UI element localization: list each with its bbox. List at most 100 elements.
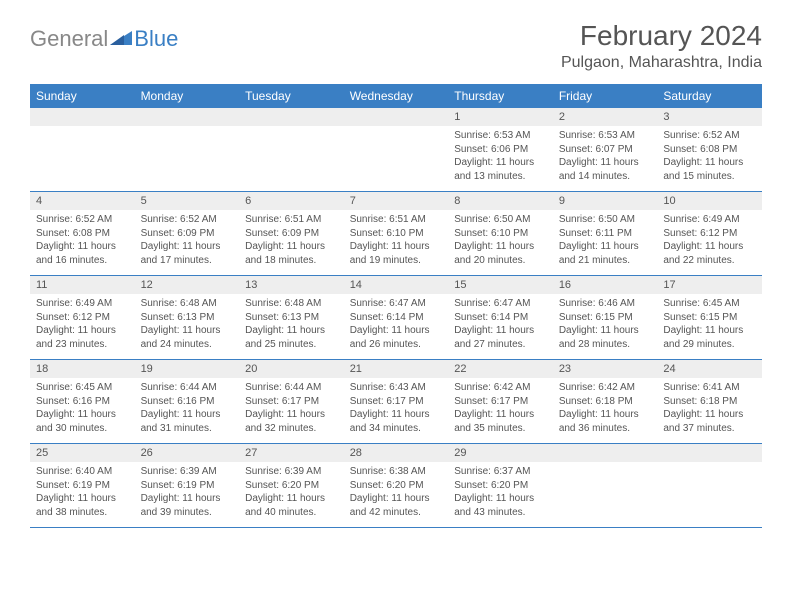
week-row: 4Sunrise: 6:52 AMSunset: 6:08 PMDaylight… — [30, 192, 762, 276]
day-content: Sunrise: 6:47 AMSunset: 6:14 PMDaylight:… — [448, 294, 553, 359]
daylight-text: Daylight: 11 hours and 17 minutes. — [141, 240, 234, 267]
sunrise-text: Sunrise: 6:53 AM — [454, 129, 547, 143]
sunrise-text: Sunrise: 6:49 AM — [663, 213, 756, 227]
day-number: 16 — [553, 276, 658, 294]
day-number: 18 — [30, 360, 135, 378]
day-content — [239, 126, 344, 186]
sunrise-text: Sunrise: 6:37 AM — [454, 465, 547, 479]
sunset-text: Sunset: 6:17 PM — [350, 395, 443, 409]
sunset-text: Sunset: 6:13 PM — [141, 311, 234, 325]
day-number: 24 — [657, 360, 762, 378]
title-block: February 2024 Pulgaon, Maharashtra, Indi… — [561, 20, 762, 72]
daylight-text: Daylight: 11 hours and 16 minutes. — [36, 240, 129, 267]
day-number: 20 — [239, 360, 344, 378]
day-content — [344, 126, 449, 186]
day-header-saturday: Saturday — [657, 84, 762, 108]
sunrise-text: Sunrise: 6:42 AM — [454, 381, 547, 395]
day-number: 23 — [553, 360, 658, 378]
daylight-text: Daylight: 11 hours and 25 minutes. — [245, 324, 338, 351]
week-row: 25Sunrise: 6:40 AMSunset: 6:19 PMDayligh… — [30, 444, 762, 528]
day-number: 21 — [344, 360, 449, 378]
day-cell — [239, 108, 344, 192]
sunrise-text: Sunrise: 6:44 AM — [141, 381, 234, 395]
day-number — [553, 444, 658, 462]
day-cell: 26Sunrise: 6:39 AMSunset: 6:19 PMDayligh… — [135, 444, 240, 528]
day-content: Sunrise: 6:43 AMSunset: 6:17 PMDaylight:… — [344, 378, 449, 443]
sunrise-text: Sunrise: 6:52 AM — [663, 129, 756, 143]
sunset-text: Sunset: 6:06 PM — [454, 143, 547, 157]
day-number: 7 — [344, 192, 449, 210]
day-cell: 7Sunrise: 6:51 AMSunset: 6:10 PMDaylight… — [344, 192, 449, 276]
sunset-text: Sunset: 6:20 PM — [454, 479, 547, 493]
day-content: Sunrise: 6:45 AMSunset: 6:15 PMDaylight:… — [657, 294, 762, 359]
sunset-text: Sunset: 6:12 PM — [36, 311, 129, 325]
sunset-text: Sunset: 6:13 PM — [245, 311, 338, 325]
sunset-text: Sunset: 6:09 PM — [141, 227, 234, 241]
sunset-text: Sunset: 6:17 PM — [245, 395, 338, 409]
day-cell: 16Sunrise: 6:46 AMSunset: 6:15 PMDayligh… — [553, 276, 658, 360]
sunrise-text: Sunrise: 6:47 AM — [350, 297, 443, 311]
day-number: 14 — [344, 276, 449, 294]
day-content — [30, 126, 135, 186]
logo-text-blue: Blue — [134, 26, 178, 52]
day-number: 1 — [448, 108, 553, 126]
day-content: Sunrise: 6:53 AMSunset: 6:06 PMDaylight:… — [448, 126, 553, 191]
daylight-text: Daylight: 11 hours and 32 minutes. — [245, 408, 338, 435]
day-content: Sunrise: 6:44 AMSunset: 6:16 PMDaylight:… — [135, 378, 240, 443]
day-number: 11 — [30, 276, 135, 294]
day-header-tuesday: Tuesday — [239, 84, 344, 108]
day-cell: 15Sunrise: 6:47 AMSunset: 6:14 PMDayligh… — [448, 276, 553, 360]
daylight-text: Daylight: 11 hours and 42 minutes. — [350, 492, 443, 519]
day-cell: 20 Sunrise: 6:44 AMSunset: 6:17 PMDayligh… — [239, 360, 344, 444]
week-row: 11Sunrise: 6:49 AMSunset: 6:12 PMDayligh… — [30, 276, 762, 360]
day-number: 17 — [657, 276, 762, 294]
day-cell — [344, 108, 449, 192]
week-row: 1Sunrise: 6:53 AMSunset: 6:06 PMDaylight… — [30, 108, 762, 192]
day-cell: 4Sunrise: 6:52 AMSunset: 6:08 PMDaylight… — [30, 192, 135, 276]
sunrise-text: Sunrise: 6:47 AM — [454, 297, 547, 311]
day-content: Sunrise: 6:46 AMSunset: 6:15 PMDaylight:… — [553, 294, 658, 359]
daylight-text: Daylight: 11 hours and 21 minutes. — [559, 240, 652, 267]
daylight-text: Daylight: 11 hours and 31 minutes. — [141, 408, 234, 435]
logo-text-general: General — [30, 26, 108, 52]
sunset-text: Sunset: 6:10 PM — [350, 227, 443, 241]
sunrise-text: Sunrise: 6:52 AM — [36, 213, 129, 227]
daylight-text: Daylight: 11 hours and 36 minutes. — [559, 408, 652, 435]
day-number: 10 — [657, 192, 762, 210]
sunrise-text: Sunrise: 6:42 AM — [559, 381, 652, 395]
day-cell: 23Sunrise: 6:42 AMSunset: 6:18 PMDayligh… — [553, 360, 658, 444]
daylight-text: Daylight: 11 hours and 13 minutes. — [454, 156, 547, 183]
day-content: Sunrise: 6:39 AMSunset: 6:20 PMDaylight:… — [239, 462, 344, 527]
daylight-text: Daylight: 11 hours and 22 minutes. — [663, 240, 756, 267]
sunset-text: Sunset: 6:15 PM — [663, 311, 756, 325]
day-cell: 21Sunrise: 6:43 AMSunset: 6:17 PMDayligh… — [344, 360, 449, 444]
day-number: 8 — [448, 192, 553, 210]
sunset-text: Sunset: 6:11 PM — [559, 227, 652, 241]
day-header-sunday: Sunday — [30, 84, 135, 108]
day-number: 13 — [239, 276, 344, 294]
sunrise-text: Sunrise: 6:52 AM — [141, 213, 234, 227]
day-content: Sunrise: 6:42 AMSunset: 6:18 PMDaylight:… — [553, 378, 658, 443]
daylight-text: Daylight: 11 hours and 27 minutes. — [454, 324, 547, 351]
logo: General Blue — [30, 26, 178, 52]
day-header-monday: Monday — [135, 84, 240, 108]
sunrise-text: Sunrise: 6:44 AM — [245, 381, 338, 395]
sunrise-text: Sunrise: 6:41 AM — [663, 381, 756, 395]
daylight-text: Daylight: 11 hours and 23 minutes. — [36, 324, 129, 351]
day-number: 4 — [30, 192, 135, 210]
sunset-text: Sunset: 6:20 PM — [350, 479, 443, 493]
day-content: Sunrise: 6:52 AMSunset: 6:09 PMDaylight:… — [135, 210, 240, 275]
sunset-text: Sunset: 6:14 PM — [350, 311, 443, 325]
sunrise-text: Sunrise: 6:45 AM — [36, 381, 129, 395]
calendar-body: 1Sunrise: 6:53 AMSunset: 6:06 PMDaylight… — [30, 108, 762, 528]
day-content: Sunrise: 6:37 AMSunset: 6:20 PMDaylight:… — [448, 462, 553, 527]
day-content: Sunrise: 6:51 AMSunset: 6:09 PMDaylight:… — [239, 210, 344, 275]
sunset-text: Sunset: 6:17 PM — [454, 395, 547, 409]
day-number: 2 — [553, 108, 658, 126]
sunrise-text: Sunrise: 6:49 AM — [36, 297, 129, 311]
day-number — [30, 108, 135, 126]
day-cell: 18Sunrise: 6:45 AMSunset: 6:16 PMDayligh… — [30, 360, 135, 444]
sunrise-text: Sunrise: 6:50 AM — [559, 213, 652, 227]
day-number: 22 — [448, 360, 553, 378]
sunset-text: Sunset: 6:07 PM — [559, 143, 652, 157]
